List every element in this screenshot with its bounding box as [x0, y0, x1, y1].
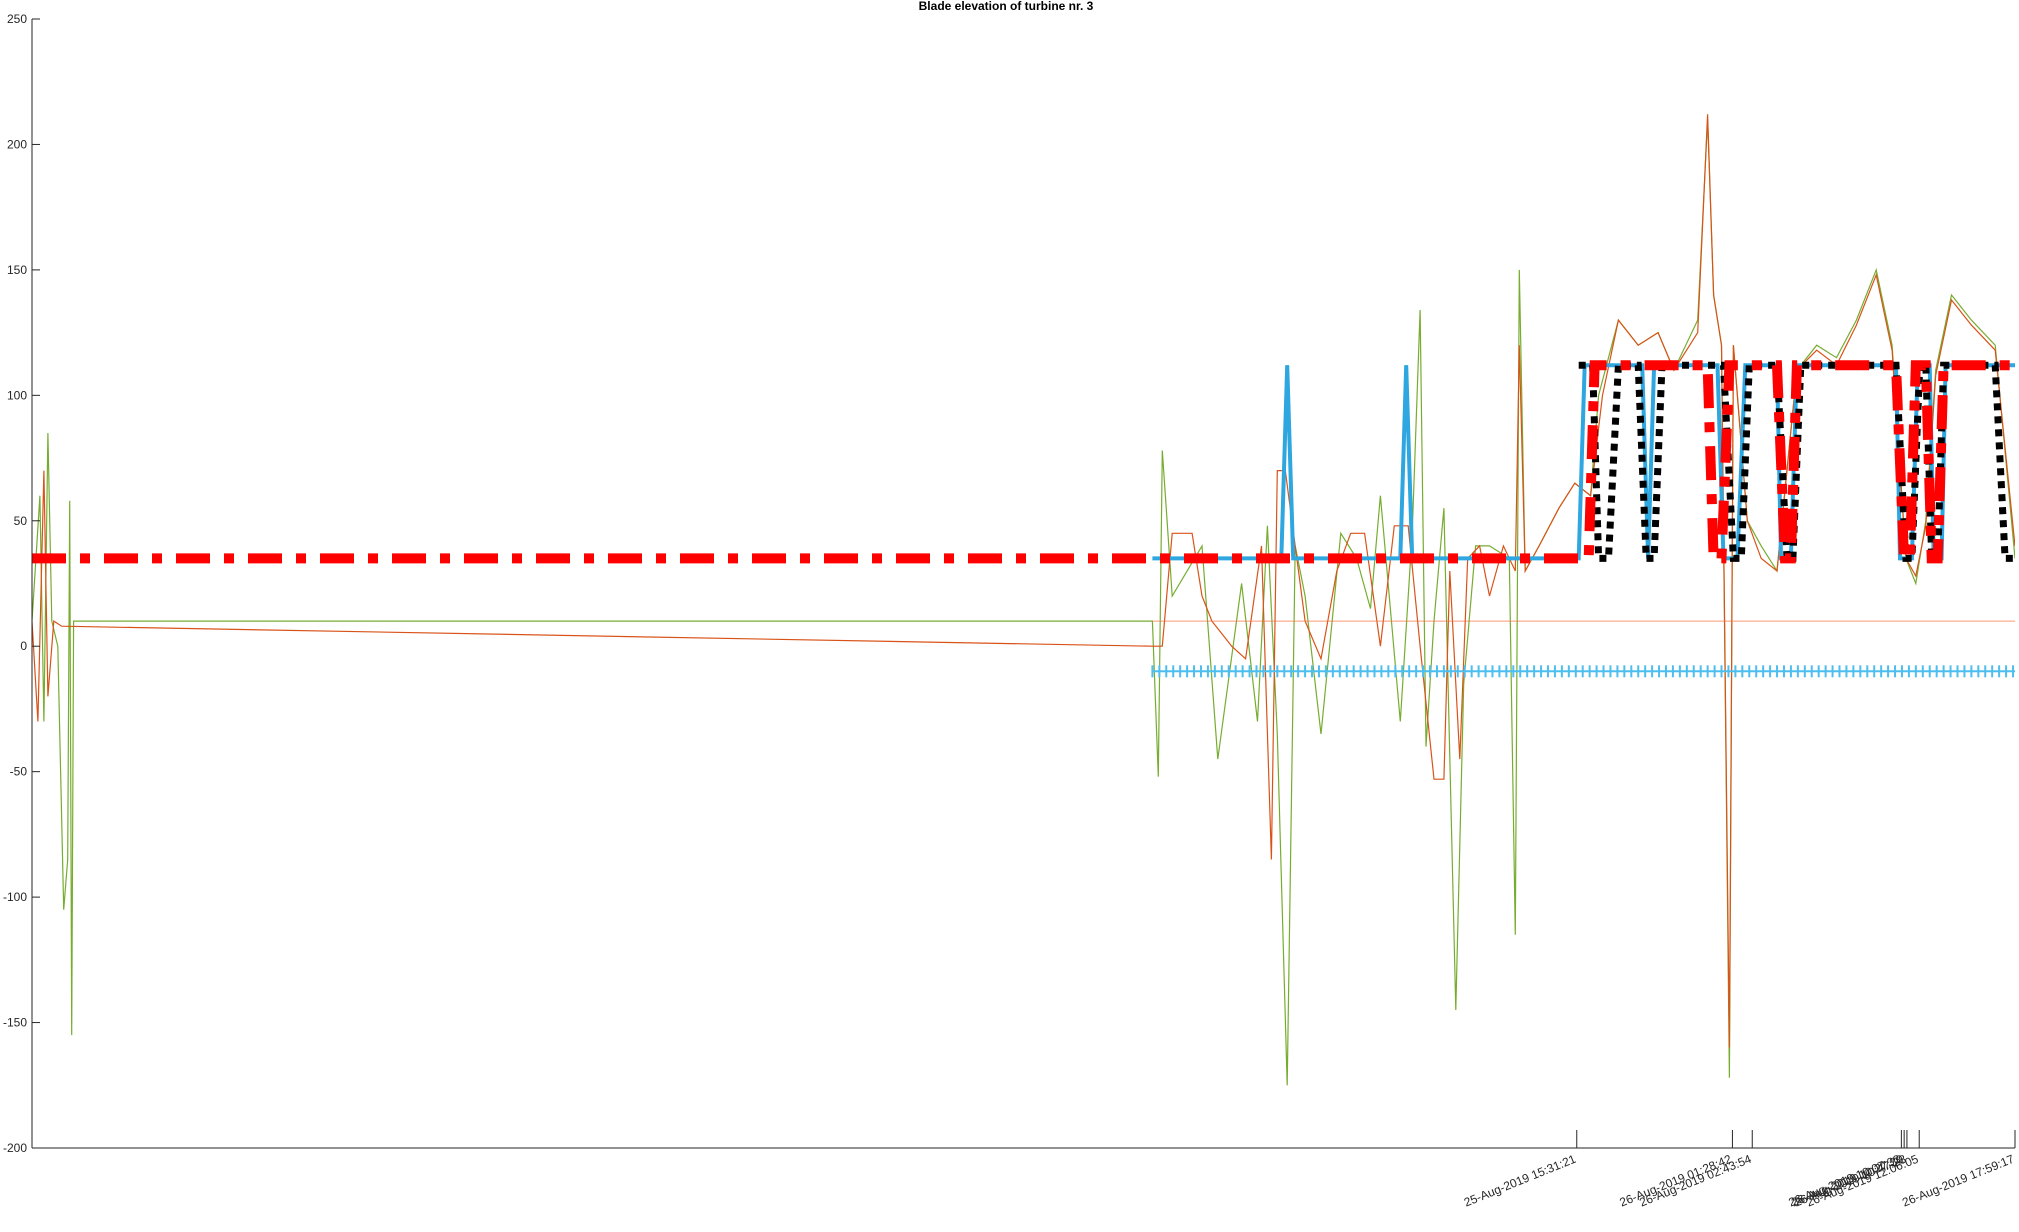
y-tick-label: 100: [7, 388, 27, 402]
series-line-7: [32, 360, 2015, 564]
y-tick-label: 150: [7, 263, 27, 277]
axes-layer: -200 -150 -100 -50 0 50 100 150 200 250 25-Aug-201…: [3, 12, 2016, 1210]
series-layer: [32, 114, 2015, 1086]
y-tick-label: 0: [20, 639, 27, 653]
x-tick-label: 25-Aug-2019 15:31:21: [1462, 1152, 1578, 1210]
y-tick-label: -200: [3, 1141, 27, 1155]
y-tick-label: 50: [14, 514, 28, 528]
y-tick-label: -50: [10, 765, 28, 779]
chart-title: Blade elevation of turbine nr. 3: [919, 0, 1094, 13]
y-tick-label: -150: [3, 1016, 27, 1030]
y-tick-label: 250: [7, 12, 27, 26]
series-line-1: [32, 119, 2015, 1086]
y-tick-label: -100: [3, 890, 27, 904]
series-line-5: [1152, 363, 2015, 561]
y-tick-label: 200: [7, 137, 27, 151]
series-line-2: [32, 114, 2015, 1048]
